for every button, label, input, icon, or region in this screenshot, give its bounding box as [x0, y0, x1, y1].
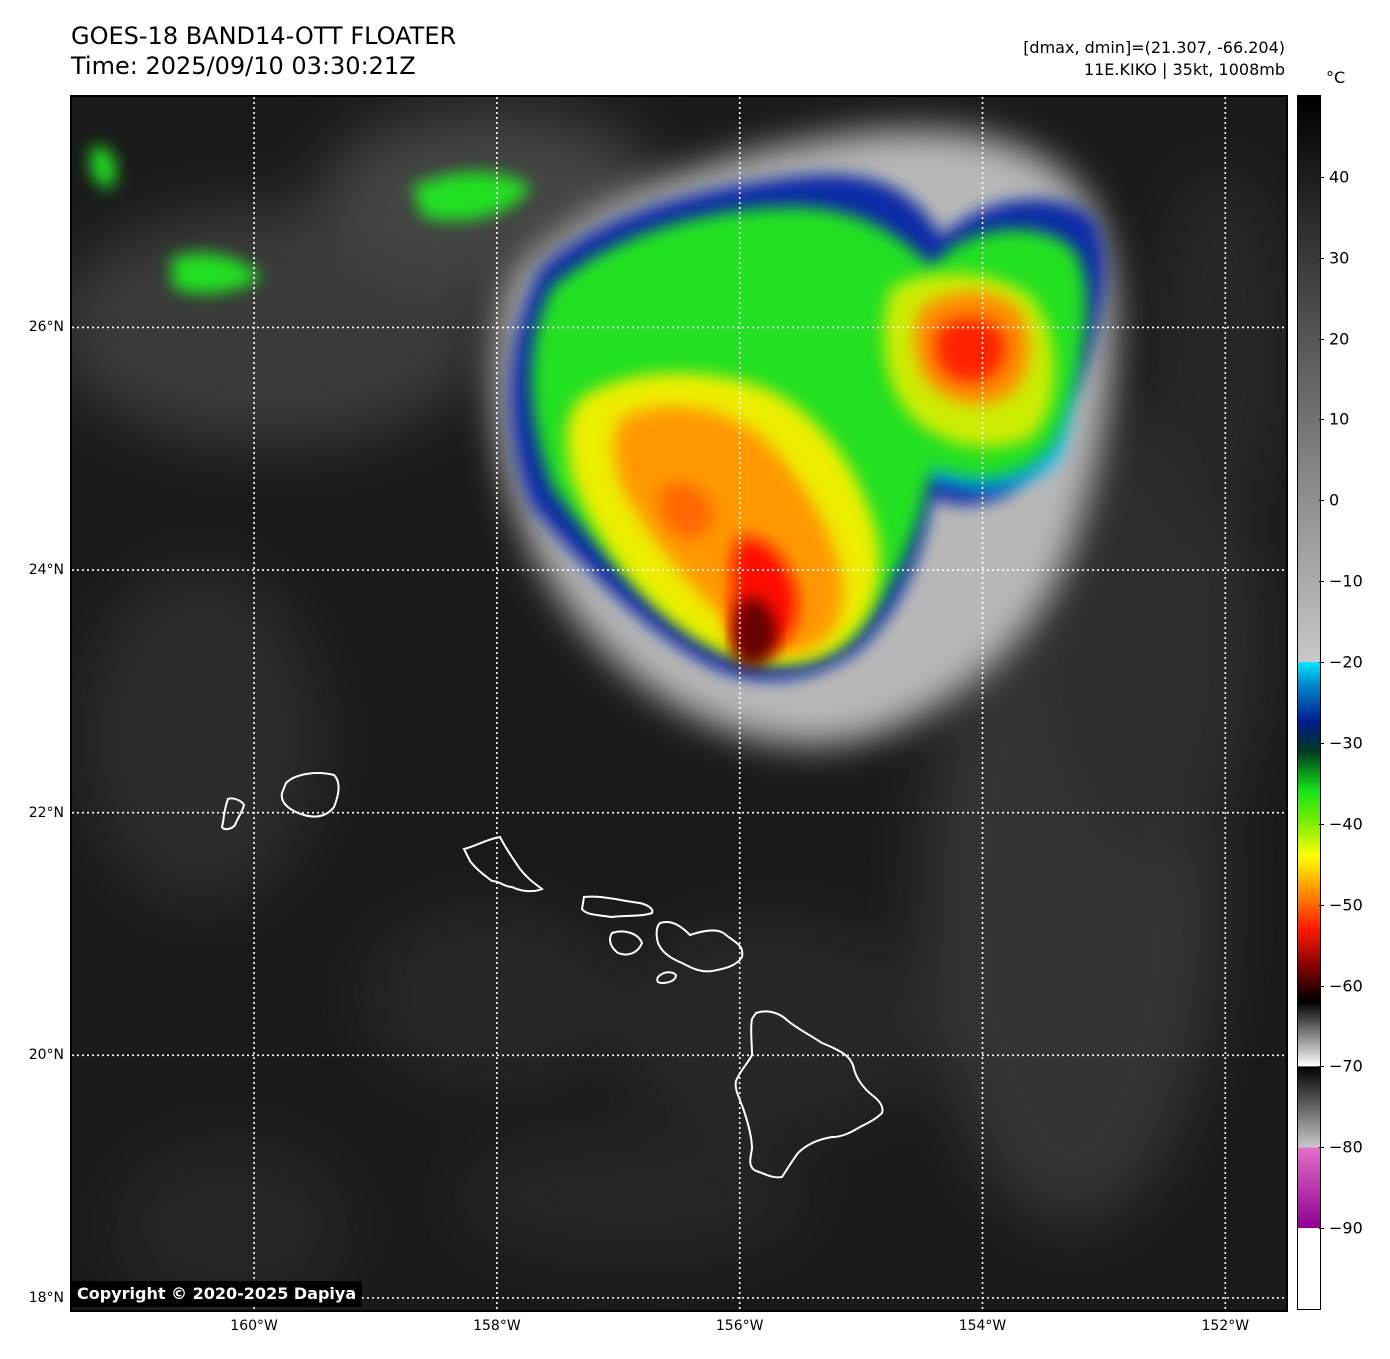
colorbar-tick-mark — [1319, 823, 1324, 825]
colorbar-unit: °C — [1326, 68, 1346, 87]
longitude-label: 152°W — [1201, 1318, 1250, 1334]
colorbar-tick-label: −20 — [1329, 652, 1363, 672]
colorbar-tick-mark — [1319, 581, 1324, 583]
colorbar-tick-mark — [1319, 257, 1324, 259]
colorbar-tick-label: −70 — [1329, 1056, 1363, 1076]
coastlines — [220, 772, 884, 1179]
niihau-coast — [220, 797, 246, 831]
title-line-1: GOES-18 BAND14-OTT FLOATER — [71, 22, 457, 50]
cloud-core — [733, 597, 777, 668]
colorbar-tick-label: −40 — [1329, 814, 1363, 834]
background-clouds — [72, 107, 1286, 1310]
colorbar-tick-label: −60 — [1329, 976, 1363, 996]
latitude-label: 20°N — [28, 1047, 64, 1064]
satellite-map — [70, 95, 1288, 1312]
latitude-label: 26°N — [28, 319, 64, 336]
colorbar-tick-label: 30 — [1329, 248, 1350, 268]
longitude-label: 158°W — [473, 1318, 521, 1334]
colorbar-tick-label: 10 — [1329, 409, 1350, 429]
lanai-coast — [609, 930, 644, 956]
longitude-label: 160°W — [230, 1318, 278, 1334]
colorbar-tick-mark — [1319, 742, 1324, 744]
colorbar-tick-mark — [1319, 176, 1324, 178]
title-line-2: Time: 2025/09/10 03:30:21Z — [71, 52, 416, 80]
oahu-coast — [462, 835, 545, 893]
colorbar-tick-label: 40 — [1329, 167, 1350, 187]
colorbar-tick-mark — [1319, 1147, 1324, 1149]
colorbar-tick-label: 20 — [1329, 329, 1350, 349]
colorbar-tick-label: −50 — [1329, 895, 1363, 915]
longitude-label: 154°W — [958, 1318, 1007, 1334]
colorbar — [1297, 95, 1321, 1310]
colorbar-tick-label: −30 — [1329, 733, 1363, 753]
kauai-coast — [280, 772, 340, 818]
colorbar-tick-mark — [1319, 904, 1324, 906]
colorbar-tick-mark — [1319, 500, 1324, 502]
kahoolawe-coast — [656, 971, 678, 985]
colorbar-tick-label: 0 — [1329, 490, 1340, 510]
latitude-label: 24°N — [28, 562, 64, 579]
latitude-label: 22°N — [28, 804, 64, 821]
colorbar-tick-mark — [1319, 1066, 1324, 1068]
satellite-image — [72, 97, 1286, 1310]
colorbar-tick-mark — [1319, 338, 1324, 340]
maui-coast — [655, 921, 744, 973]
storm-info: 11E.KIKO | 35kt, 1008mb — [1083, 60, 1285, 79]
colorbar-tick-mark — [1319, 985, 1324, 987]
latitude-label: 18°N — [28, 1289, 64, 1306]
colorbar-tick-mark — [1319, 1228, 1324, 1230]
molokai-coast — [580, 895, 654, 919]
colorbar-gray-band — [1298, 1066, 1320, 1148]
colorbar-tick-mark — [1319, 419, 1324, 421]
hawaii-island-coast — [734, 1010, 884, 1179]
colorbar-tick-label: −90 — [1329, 1218, 1363, 1238]
colorbar-tick-mark — [1319, 662, 1324, 664]
colorbar-tick-label: −10 — [1329, 571, 1363, 591]
dmax-dmin-info: [dmax, dmin]=(21.307, -66.204) — [1023, 38, 1285, 57]
graticule — [72, 97, 1286, 1310]
longitude-label: 156°W — [715, 1318, 764, 1334]
colorbar-tick-label: −80 — [1329, 1137, 1363, 1157]
copyright-badge: Copyright © 2020-2025 Dapiya — [72, 1281, 363, 1307]
